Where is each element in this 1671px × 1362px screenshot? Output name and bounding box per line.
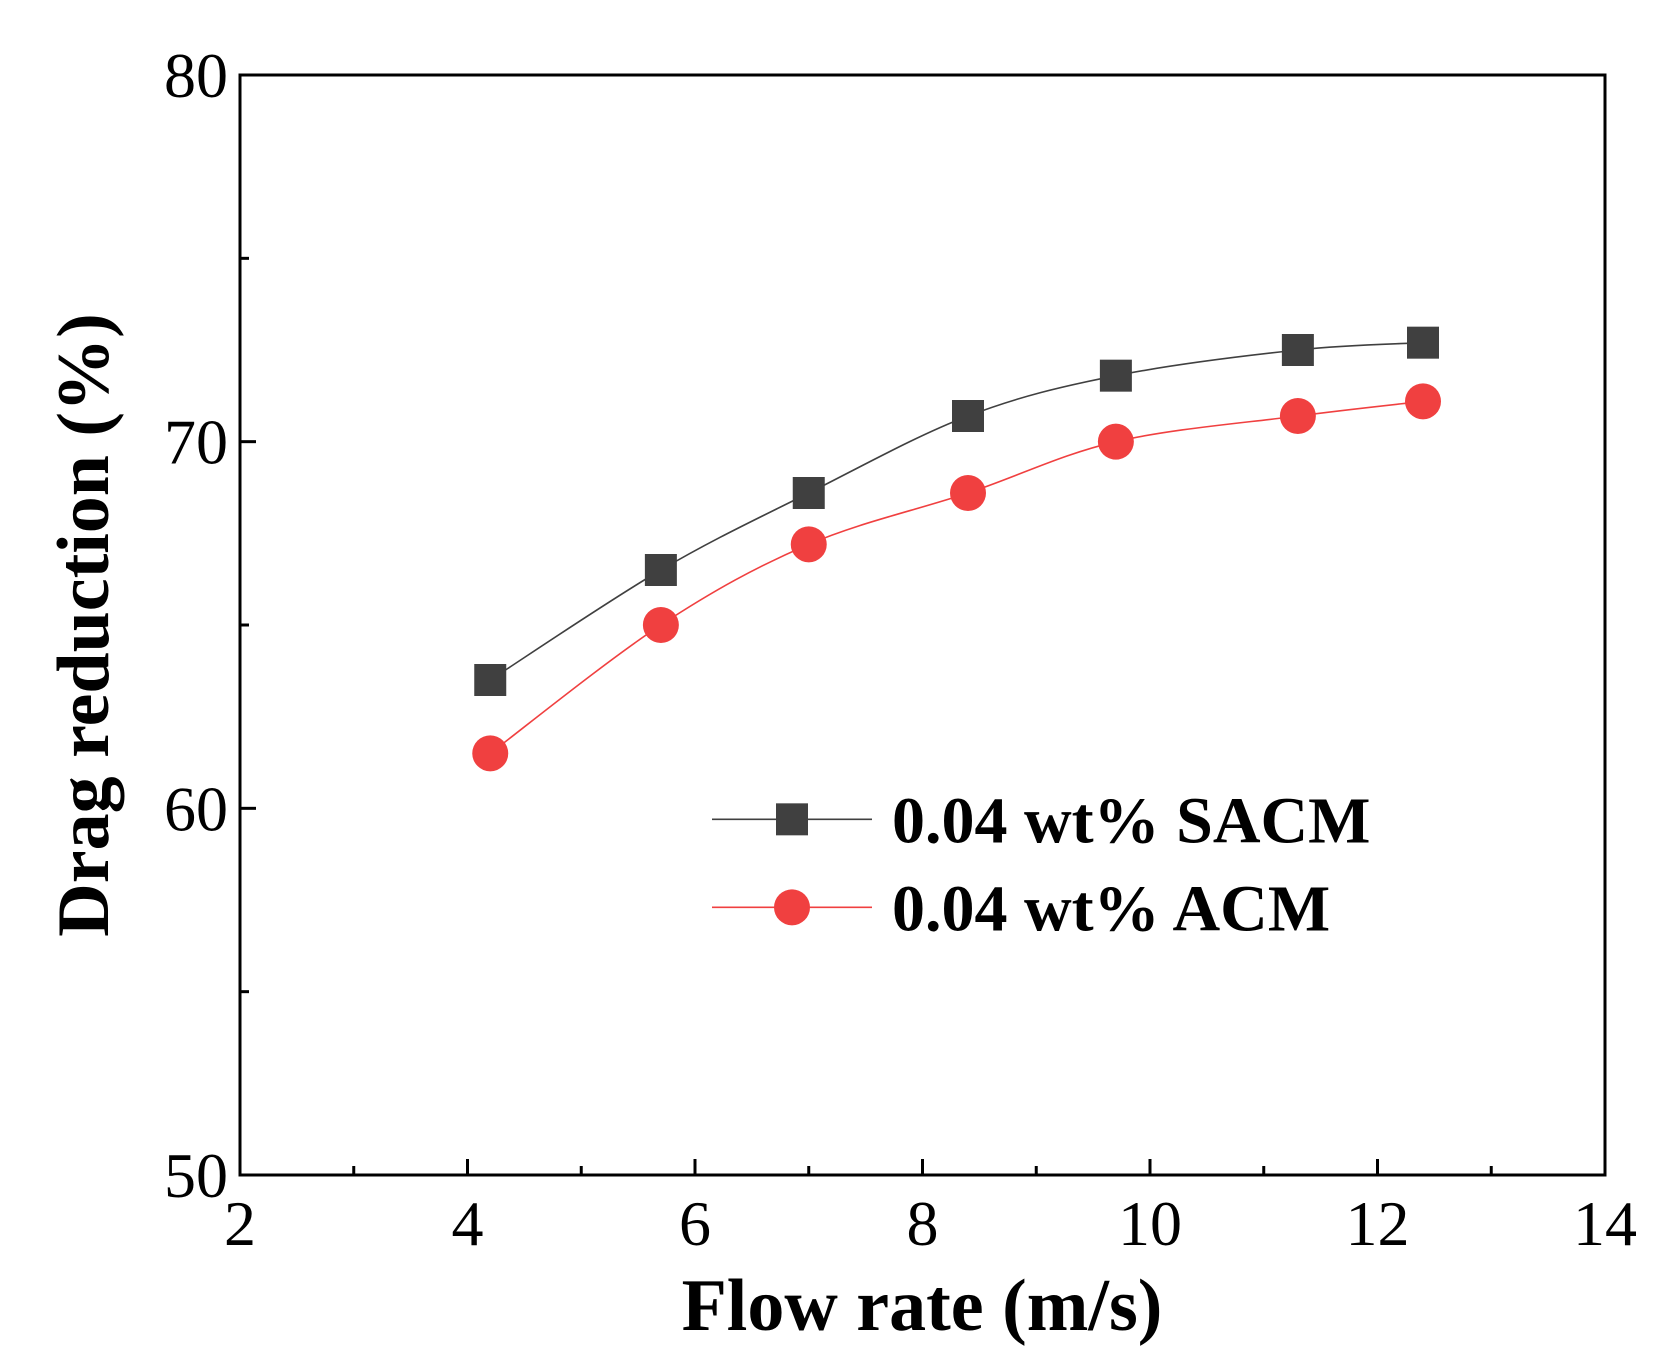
plot-frame (238, 73, 1607, 1177)
data-point-square (1407, 326, 1439, 359)
data-point-square (1281, 334, 1314, 366)
x-tick-label: 14 (1573, 1188, 1637, 1259)
x-tick-label: 4 (452, 1188, 484, 1259)
data-point-square (644, 554, 677, 586)
x-tick-label: 12 (1346, 1188, 1410, 1259)
data-point-square (474, 664, 507, 696)
x-axis-ticks: 2 4 6 8 10 12 14 (224, 1159, 1637, 1259)
legend-label: 0.04 wt% SACM (892, 784, 1370, 857)
y-axis-ticks: 50 60 70 80 (164, 40, 256, 1211)
y-tick-label: 80 (164, 40, 228, 111)
legend-item: 0.04 wt% ACM (712, 872, 1330, 945)
x-tick-label: 8 (907, 1188, 939, 1259)
legend-marker-circle (774, 889, 810, 926)
data-point-circle (790, 526, 827, 563)
data-point-circle (1097, 423, 1134, 460)
data-point-circle (1405, 383, 1441, 420)
y-axis-title: Drag reduction (%) (43, 313, 125, 936)
legend: 0.04 wt% SACM 0.04 wt% ACM (712, 784, 1370, 945)
x-tick-label: 10 (1118, 1188, 1182, 1259)
legend-item: 0.04 wt% SACM (712, 784, 1370, 857)
data-point-circle (1279, 398, 1316, 434)
x-tick-label: 6 (679, 1188, 711, 1259)
y-tick-label: 70 (164, 407, 228, 478)
legend-label: 0.04 wt% ACM (892, 872, 1330, 945)
y-tick-label: 50 (164, 1140, 228, 1211)
series-layer (472, 326, 1441, 772)
series-2 (472, 383, 1441, 772)
series-line (489, 341, 1424, 681)
x-tick-label: 2 (224, 1188, 256, 1259)
data-point-circle (950, 475, 986, 511)
data-point-square (952, 400, 984, 432)
data-point-circle (642, 607, 679, 643)
legend-marker-square (776, 803, 808, 836)
y-tick-label: 60 (164, 773, 228, 844)
series-line (489, 400, 1424, 754)
data-point-square (792, 477, 825, 509)
x-axis-title: Flow rate (m/s) (682, 1265, 1163, 1347)
data-point-square (1099, 359, 1132, 392)
data-point-circle (472, 735, 509, 772)
series-1 (474, 326, 1439, 696)
